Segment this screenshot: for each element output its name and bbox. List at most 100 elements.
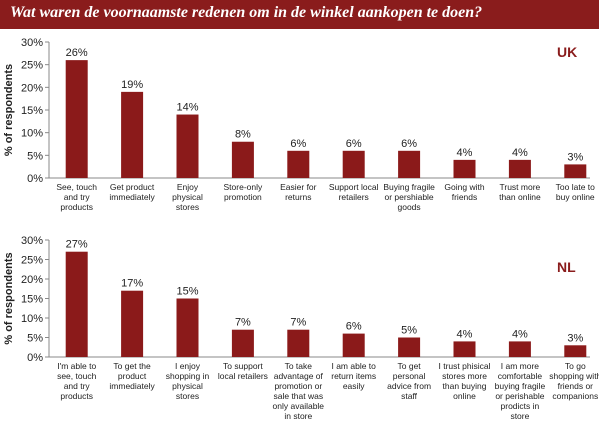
data-label: 17% xyxy=(121,278,143,290)
bar xyxy=(287,329,310,357)
data-label: 6% xyxy=(346,321,362,333)
category-label: promotion or xyxy=(274,381,322,391)
y-tick-label: 10% xyxy=(21,313,43,325)
title-banner: Wat waren de voornaamste redenen om in d… xyxy=(0,0,599,29)
category-label: Store-only xyxy=(224,182,263,192)
y-tick-label: 30% xyxy=(21,37,43,49)
data-label: 8% xyxy=(235,129,251,141)
category-label: staff xyxy=(401,391,418,401)
category-label: promotion xyxy=(224,192,262,202)
category-label: Get product xyxy=(110,182,155,192)
y-tick-label: 5% xyxy=(27,333,43,345)
y-tick-label: 30% xyxy=(21,235,43,247)
category-label: in store xyxy=(284,411,312,421)
category-label: easily xyxy=(343,381,365,391)
category-label: than online xyxy=(499,192,541,202)
data-label: 14% xyxy=(176,102,198,114)
bar xyxy=(453,159,476,178)
data-label: 5% xyxy=(401,325,417,337)
category-label: I am able to xyxy=(331,361,376,371)
category-label: Support local xyxy=(329,182,379,192)
category-label: Buying fragile xyxy=(383,182,435,192)
bar xyxy=(65,251,88,357)
bar xyxy=(508,341,531,357)
category-label: I trust phisical xyxy=(439,361,491,371)
bar xyxy=(287,150,310,178)
data-label: 6% xyxy=(346,138,362,150)
category-label: physical xyxy=(172,381,203,391)
bar xyxy=(508,159,531,178)
bar xyxy=(453,341,476,357)
bar xyxy=(231,329,254,357)
bar xyxy=(564,164,587,178)
category-label: Trust more xyxy=(500,182,541,192)
y-tick-label: 0% xyxy=(27,352,43,364)
category-label: prodicts in xyxy=(501,401,540,411)
category-label: store xyxy=(510,411,529,421)
data-label: 4% xyxy=(457,147,473,159)
data-label: 3% xyxy=(567,332,583,344)
data-label: 26% xyxy=(66,47,88,59)
bar xyxy=(121,290,144,357)
category-label: shopping in xyxy=(166,371,210,381)
category-label: I enjoy xyxy=(175,361,201,371)
data-label: 4% xyxy=(512,328,528,340)
category-label: Too late to xyxy=(556,182,595,192)
country-label: NL xyxy=(557,259,576,275)
category-label: stores xyxy=(176,391,199,401)
category-label: immediately xyxy=(109,192,155,202)
category-label: buying fragile xyxy=(495,381,546,391)
data-label: 27% xyxy=(66,239,88,251)
data-label: 6% xyxy=(401,138,417,150)
y-tick-label: 0% xyxy=(27,173,43,185)
category-label: and try xyxy=(64,192,91,202)
category-label: online xyxy=(453,391,476,401)
category-label: Easier for xyxy=(280,182,317,192)
data-label: 4% xyxy=(512,147,528,159)
y-tick-label: 15% xyxy=(21,294,43,306)
category-label: physical xyxy=(172,192,203,202)
category-label: I'm able to xyxy=(57,361,96,371)
category-label: To get the xyxy=(113,361,151,371)
category-label: stores xyxy=(176,202,199,212)
category-label: product xyxy=(118,371,147,381)
category-label: advantage of xyxy=(274,371,324,381)
bar xyxy=(231,141,254,178)
category-label: Enjoy xyxy=(177,182,199,192)
data-label: 15% xyxy=(176,286,198,298)
y-tick-label: 25% xyxy=(21,60,43,72)
y-tick-label: 20% xyxy=(21,274,43,286)
category-label: See, touch xyxy=(56,182,97,192)
category-label: products xyxy=(60,391,93,401)
category-label: Going with xyxy=(444,182,484,192)
category-label: companions xyxy=(552,391,598,401)
category-label: than buying xyxy=(443,381,487,391)
category-label: friends or xyxy=(558,381,594,391)
bar xyxy=(121,91,144,178)
category-label: and try xyxy=(64,381,91,391)
data-label: 19% xyxy=(121,79,143,91)
category-label: immediately xyxy=(109,381,155,391)
category-label: personal xyxy=(393,371,426,381)
category-label: local retailers xyxy=(218,371,268,381)
data-label: 7% xyxy=(290,317,306,329)
category-label: return items xyxy=(331,371,376,381)
category-label: I am more xyxy=(501,361,540,371)
category-label: advice from xyxy=(387,381,431,391)
bar xyxy=(398,337,421,357)
category-label: only available xyxy=(273,401,325,411)
category-label: see, touch xyxy=(57,371,96,381)
category-label: friends xyxy=(452,192,478,202)
category-label: or perishable xyxy=(495,391,544,401)
y-tick-label: 10% xyxy=(21,128,43,140)
category-label: or pershiable xyxy=(385,192,434,202)
category-label: stores more xyxy=(442,371,487,381)
y-tick-label: 20% xyxy=(21,82,43,94)
category-label: To go xyxy=(565,361,586,371)
bar xyxy=(342,150,365,178)
bar xyxy=(176,114,199,178)
category-label: buy online xyxy=(556,192,595,202)
y-tick-label: 5% xyxy=(27,150,43,162)
bar xyxy=(342,333,365,357)
